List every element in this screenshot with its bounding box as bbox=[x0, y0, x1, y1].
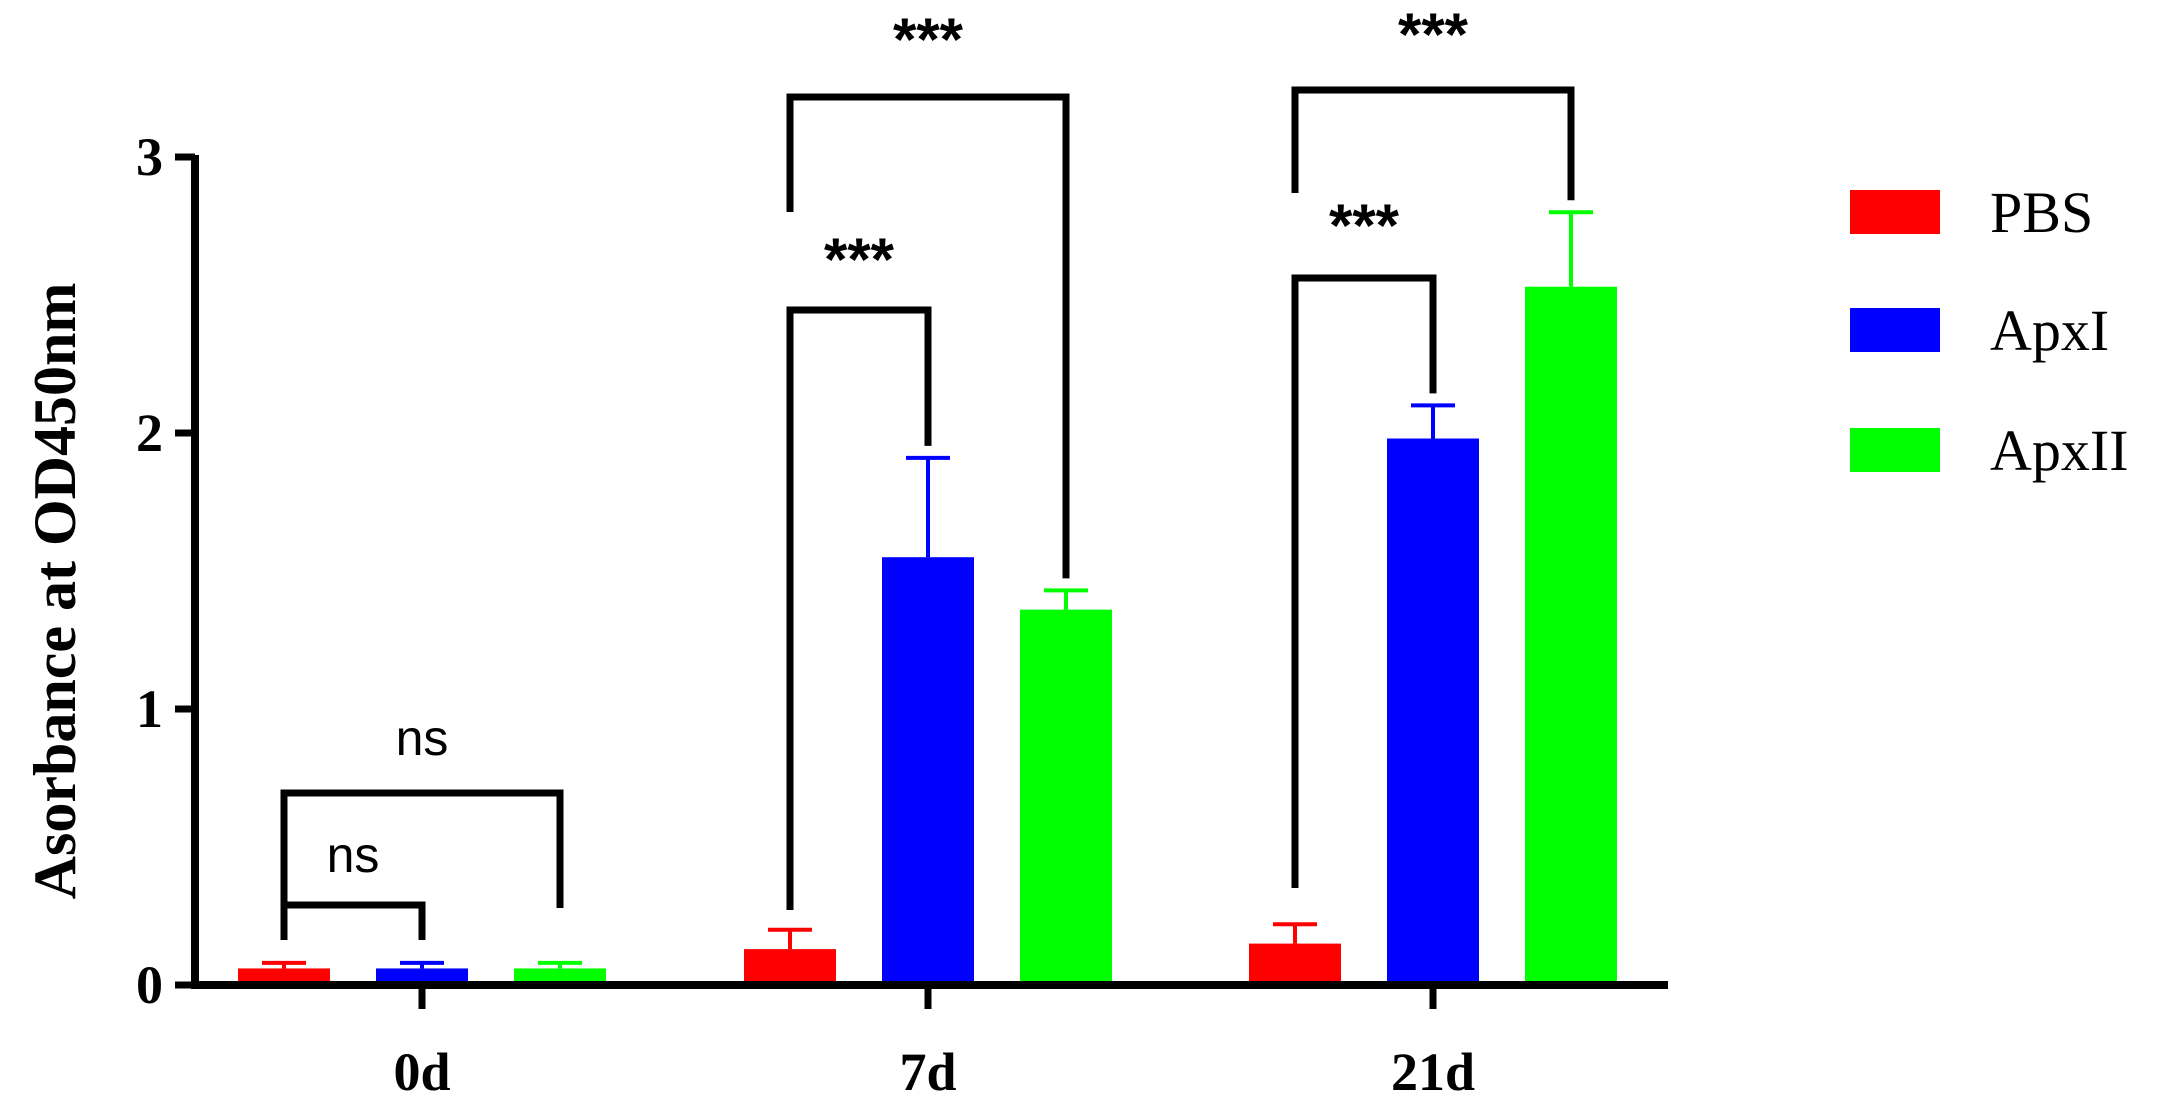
significance-brackets: ns ns *** *** *** *** bbox=[280, 1, 1575, 940]
bar-apxii-21d bbox=[1525, 286, 1617, 986]
significance-bracket-0d-1 bbox=[280, 789, 564, 908]
legend-swatch-pbs bbox=[1850, 190, 1940, 234]
bar-pbs-21d bbox=[1249, 943, 1341, 985]
significance-label-7d-0: *** bbox=[824, 226, 895, 293]
significance-bracket-21d-0 bbox=[1291, 274, 1437, 888]
bar-apxi-0d bbox=[376, 968, 468, 985]
y-tick-label-2: 2 bbox=[136, 403, 163, 463]
legend-swatch-apxii bbox=[1850, 428, 1940, 472]
y-axis-title: Asorbance at OD450nm bbox=[22, 283, 88, 900]
significance-bracket-21d-1 bbox=[1291, 86, 1575, 201]
y-tick-label-3: 3 bbox=[136, 127, 163, 187]
legend-label-pbs: PBS bbox=[1990, 180, 2093, 245]
bar-apxii-7d bbox=[1020, 609, 1112, 985]
bar-apxi-21d bbox=[1387, 438, 1479, 985]
bar-apxii-0d bbox=[514, 968, 606, 985]
bar-apxi-7d bbox=[882, 557, 974, 985]
significance-label-21d-0: *** bbox=[1329, 192, 1400, 259]
y-tick-label-1: 1 bbox=[136, 679, 163, 739]
significance-label-0d-0: ns bbox=[327, 827, 380, 883]
y-tick-label-0: 0 bbox=[136, 955, 163, 1015]
legend-swatch-apxi bbox=[1850, 308, 1940, 352]
legend-label-apxi: ApxI bbox=[1990, 298, 2109, 363]
significance-bracket-0d-0 bbox=[280, 901, 426, 940]
significance-label-7d-1: *** bbox=[893, 6, 964, 73]
x-tick-label-7d: 7d bbox=[899, 1042, 956, 1102]
legend: PBS ApxI ApxII bbox=[1850, 180, 2129, 483]
significance-bracket-7d-0 bbox=[786, 306, 932, 910]
axes: 0 1 2 3 0d 7d 21d Asorbance at OD450nm bbox=[22, 127, 1668, 1102]
x-tick-label-21d: 21d bbox=[1391, 1042, 1475, 1102]
significance-label-0d-1: ns bbox=[396, 710, 449, 766]
bar-pbs-7d bbox=[744, 949, 836, 985]
legend-label-apxii: ApxII bbox=[1990, 418, 2129, 483]
bars bbox=[238, 210, 1617, 986]
significance-bracket-7d-1 bbox=[786, 93, 1070, 579]
significance-label-21d-1: *** bbox=[1398, 1, 1469, 68]
bar-pbs-0d bbox=[238, 968, 330, 985]
x-tick-label-0d: 0d bbox=[393, 1042, 450, 1102]
